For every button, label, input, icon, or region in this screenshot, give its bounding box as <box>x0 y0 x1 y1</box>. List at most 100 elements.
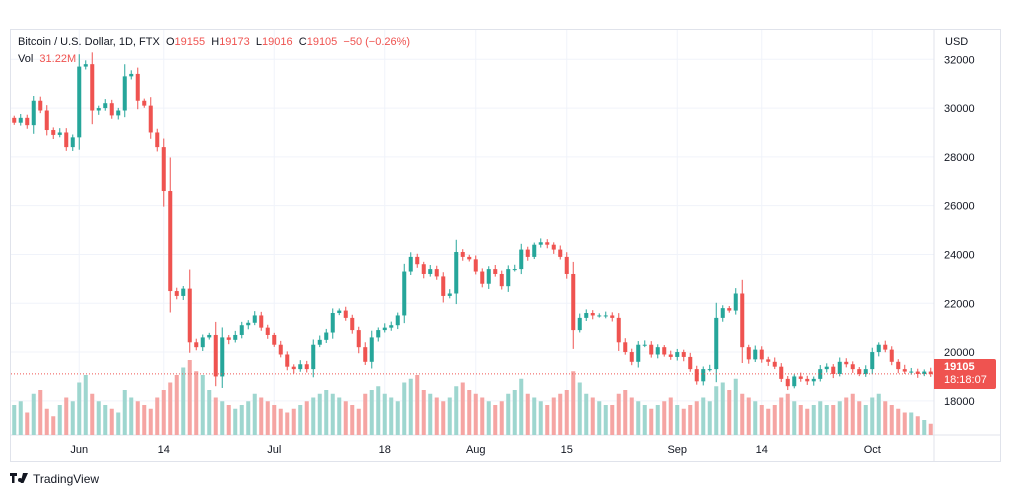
volume-bar <box>369 390 374 435</box>
volume-bar <box>350 405 355 435</box>
volume-bar <box>668 397 673 435</box>
volume-bar <box>226 405 231 435</box>
volume-bar <box>675 405 680 435</box>
volume-bar <box>772 405 777 435</box>
candle-body <box>395 315 400 326</box>
volume-bar <box>278 408 283 435</box>
candle-body <box>168 191 173 292</box>
volume-bar <box>857 401 862 435</box>
volume-bar <box>571 371 576 435</box>
candle-body <box>766 359 771 362</box>
candle-body <box>376 330 381 338</box>
candle-body <box>532 244 537 257</box>
volume-bar <box>551 397 556 435</box>
price-tick-label: 28000 <box>944 152 975 164</box>
volume-bar <box>714 386 719 435</box>
candle-body <box>408 256 413 272</box>
volume-bar <box>174 375 179 435</box>
candle-body <box>701 369 706 382</box>
price-tick-label: 30000 <box>944 103 975 115</box>
tradingview-logo[interactable]: TradingView <box>10 472 99 486</box>
volume-bar <box>688 405 693 435</box>
volume-bar <box>330 393 335 435</box>
close-label: C <box>298 36 307 48</box>
currency-label[interactable]: USD <box>945 36 969 48</box>
volume-bar <box>597 401 602 435</box>
volume-bar <box>694 401 699 435</box>
candle-body <box>649 344 654 355</box>
candlesticks <box>12 52 933 391</box>
candle-body <box>584 313 589 318</box>
volume-bar <box>70 401 75 435</box>
candle-body <box>103 103 108 109</box>
candle-body <box>441 276 446 296</box>
candle-body <box>558 249 563 257</box>
candle-body <box>876 344 881 353</box>
price-tick-label: 26000 <box>944 201 975 213</box>
candle-body <box>870 352 875 370</box>
candle-body <box>603 315 608 317</box>
candle-body <box>220 337 225 377</box>
volume-bar <box>512 390 517 435</box>
volume-bar <box>148 408 153 435</box>
price-axis: 18000 20000 22000 24000 26000 28000 30000 32000 <box>944 54 975 408</box>
volume-bar <box>181 367 186 435</box>
candle-body <box>161 147 166 192</box>
volume-bar <box>317 393 322 435</box>
high-value: 19173 <box>219 36 250 48</box>
candle-body <box>486 269 491 284</box>
candle-body <box>363 347 368 362</box>
volume-bar <box>272 405 277 435</box>
volume-bar <box>818 401 823 435</box>
volume-bar <box>798 405 803 435</box>
candle-body <box>551 244 556 250</box>
time-tick-label: Oct <box>864 444 881 456</box>
volume-bar <box>915 416 920 435</box>
price-tick-label: 20000 <box>944 347 975 359</box>
price-tick-label: 22000 <box>944 298 975 310</box>
volume-bar <box>740 393 745 435</box>
candle-body <box>155 132 160 148</box>
candle-body <box>642 344 647 346</box>
volume-bar <box>265 401 270 435</box>
volume-bar <box>194 371 199 435</box>
candle-body <box>285 354 290 367</box>
volume-bar <box>824 405 829 435</box>
candle-body <box>259 315 264 328</box>
candle-body <box>811 378 816 382</box>
candle-body <box>233 334 238 340</box>
volume-bar <box>577 382 582 435</box>
volume-bar <box>493 405 498 435</box>
volume-bar <box>155 397 160 435</box>
volume-bar <box>18 401 23 435</box>
volume-bar <box>759 405 764 435</box>
price-chart[interactable]: 18000 20000 22000 24000 26000 28000 30000 32000… <box>11 30 1001 462</box>
candle-body <box>824 366 829 370</box>
candle-body <box>571 273 576 331</box>
open-value: 19155 <box>174 36 206 48</box>
candle-body <box>779 366 784 379</box>
candle-body <box>291 366 296 370</box>
volume-bar <box>584 393 589 435</box>
chart-grid <box>11 30 1001 462</box>
candle-body <box>317 339 322 345</box>
volume-bar <box>239 405 244 435</box>
candle-body <box>473 259 478 272</box>
volume-bar <box>629 397 634 435</box>
candle-body <box>239 325 244 335</box>
volume-bar <box>103 405 108 435</box>
volume-bar <box>96 401 101 435</box>
candle-body <box>311 344 316 370</box>
volume-bar <box>883 401 888 435</box>
volume-bar <box>928 423 933 435</box>
volume-bar <box>324 390 329 435</box>
candle-body <box>538 242 543 245</box>
candle-body <box>434 269 439 277</box>
candle-body <box>863 369 868 375</box>
volume-bar <box>441 401 446 435</box>
candle-body <box>278 344 283 355</box>
candle-body <box>369 337 374 362</box>
candle-body <box>57 132 62 135</box>
volume-bar <box>480 397 485 435</box>
candle-body <box>928 371 933 375</box>
